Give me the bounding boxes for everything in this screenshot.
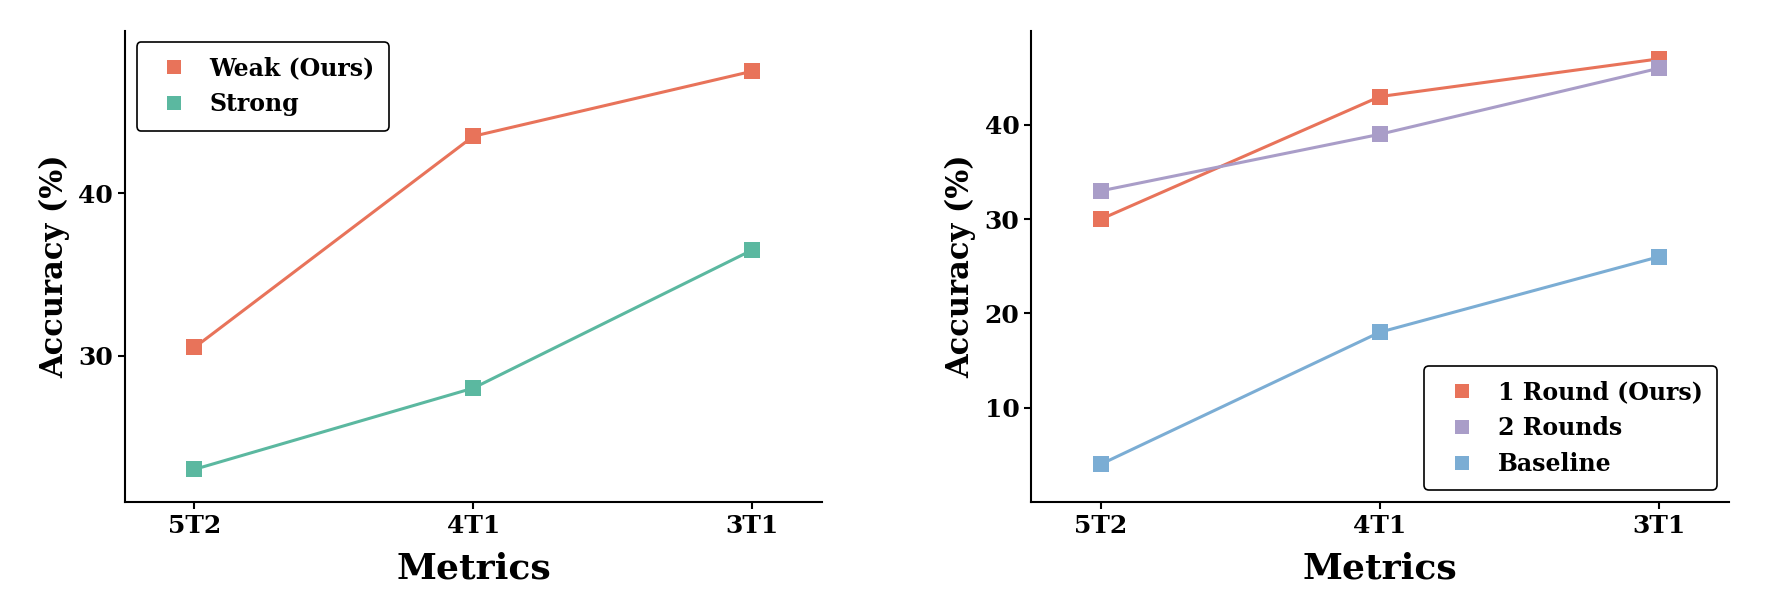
Legend: 1 Round (Ours), 2 Rounds, Baseline: 1 Round (Ours), 2 Rounds, Baseline [1424,366,1716,490]
Legend: Weak (Ours), Strong: Weak (Ours), Strong [137,42,388,130]
Y-axis label: Accuracy (%): Accuracy (%) [944,154,977,378]
Y-axis label: Accuracy (%): Accuracy (%) [39,154,69,378]
X-axis label: Metrics: Metrics [396,551,551,586]
X-axis label: Metrics: Metrics [1303,551,1458,586]
